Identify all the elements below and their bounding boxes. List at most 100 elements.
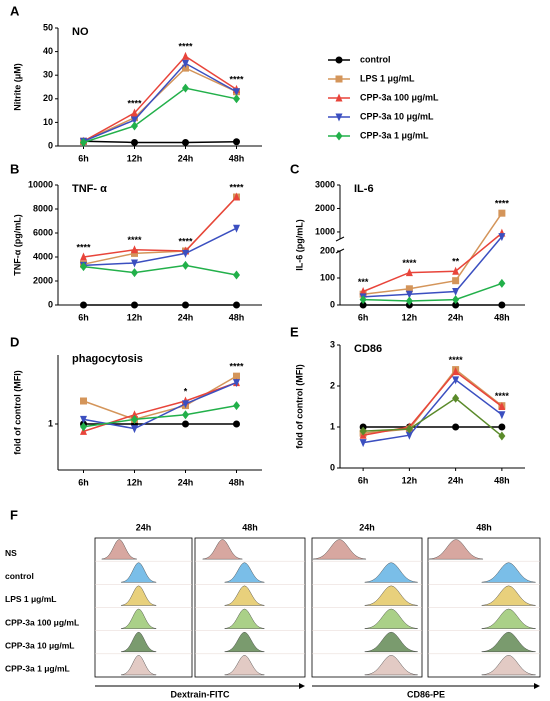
panel-letter: C — [290, 161, 300, 176]
y-axis-label: TNF-α (pg/mL) — [12, 214, 22, 276]
marker — [131, 116, 138, 125]
marker — [359, 439, 367, 448]
y-tick-label: 3000 — [315, 179, 335, 189]
histogram — [120, 562, 157, 583]
y-tick-label: 10000 — [28, 179, 53, 189]
marker — [80, 301, 87, 309]
y-tick-label: 2 — [330, 380, 335, 390]
y-tick-label: 6000 — [33, 227, 53, 237]
marker — [131, 414, 138, 424]
marker — [452, 423, 460, 431]
row-label: control — [5, 571, 34, 581]
histogram — [120, 608, 157, 629]
x-axis-label: Dextrain-FITC — [170, 689, 230, 699]
significance-label: **** — [495, 391, 510, 401]
y-tick-label: 20 — [43, 93, 53, 103]
y-tick-label: 0 — [330, 462, 335, 472]
y-axis-label: fold of control (MFI) — [12, 370, 22, 454]
y-tick-label: 40 — [43, 46, 53, 56]
marker — [233, 138, 240, 146]
y-tick-label: 1000 — [315, 226, 335, 236]
marker — [452, 295, 460, 305]
marker — [80, 422, 87, 432]
x-tick-label: 6h — [358, 312, 369, 322]
marker — [359, 426, 367, 436]
histogram — [101, 539, 137, 560]
histogram — [224, 562, 265, 583]
marker — [131, 249, 138, 257]
histogram — [120, 585, 157, 606]
series-line — [363, 397, 503, 437]
x-axis-label: CD86-PE — [407, 689, 445, 699]
x-tick-label: 24h — [448, 475, 464, 485]
column-label: 24h — [359, 522, 375, 532]
marker — [452, 367, 460, 376]
marker — [80, 137, 87, 147]
marker — [131, 108, 138, 117]
histogram — [364, 608, 418, 629]
panel-letter: B — [10, 161, 19, 176]
legend-label: control — [360, 54, 391, 64]
axis-break — [335, 236, 345, 242]
marker — [80, 262, 87, 272]
marker — [233, 379, 240, 388]
panel-letter: E — [290, 324, 299, 339]
marker — [80, 397, 87, 405]
marker — [452, 288, 460, 296]
histogram — [224, 608, 265, 629]
legend-marker — [335, 56, 343, 64]
marker — [405, 268, 413, 277]
y-tick-label: 4000 — [33, 251, 53, 261]
marker — [182, 400, 189, 409]
chart-title: NO — [72, 26, 89, 38]
legend-marker — [335, 75, 343, 83]
histogram — [364, 631, 418, 653]
significance-label: **** — [449, 355, 464, 365]
marker — [498, 423, 506, 431]
legend-marker — [335, 93, 343, 102]
chart-title: IL-6 — [354, 183, 374, 195]
legend-marker — [335, 131, 343, 141]
series-line — [83, 404, 237, 428]
significance-label: **** — [229, 362, 244, 372]
marker — [182, 138, 189, 146]
histogram — [202, 539, 243, 560]
series-line — [363, 368, 503, 434]
marker — [233, 94, 240, 104]
x-tick-label: 48h — [229, 153, 245, 163]
marker — [80, 415, 87, 424]
significance-label: **** — [178, 42, 193, 52]
y-axis-label: IL-6 (pg/mL) — [294, 219, 304, 271]
arrow-head — [299, 683, 305, 689]
series-line — [362, 370, 503, 436]
x-tick-label: 24h — [178, 477, 194, 487]
histogram — [481, 631, 536, 653]
x-tick-label: 48h — [494, 312, 510, 322]
marker — [131, 425, 138, 434]
legend-marker — [335, 113, 343, 122]
marker — [131, 259, 138, 268]
significance-label: **** — [229, 75, 244, 85]
x-tick-label: 24h — [448, 312, 464, 322]
marker — [405, 424, 413, 434]
y-tick-label: 1 — [330, 421, 335, 431]
series-line — [363, 236, 503, 298]
x-tick-label: 12h — [127, 477, 143, 487]
significance-label: **** — [127, 235, 142, 245]
x-tick-label: 6h — [78, 477, 89, 487]
marker — [182, 83, 189, 93]
marker — [131, 301, 138, 309]
marker — [452, 266, 460, 275]
series-line — [83, 67, 237, 142]
marker — [405, 290, 413, 299]
y-tick-label: 1 — [48, 418, 53, 428]
series-line — [83, 227, 237, 267]
marker — [131, 138, 138, 146]
y-tick-label: 8000 — [33, 203, 53, 213]
row-label: CPP-3a 1 μg/mL — [5, 664, 70, 674]
marker — [182, 410, 189, 420]
histogram — [224, 631, 265, 653]
significance-label: **** — [495, 199, 510, 209]
legend-label: LPS 1 μg/mL — [360, 73, 415, 83]
series-line — [83, 196, 238, 258]
